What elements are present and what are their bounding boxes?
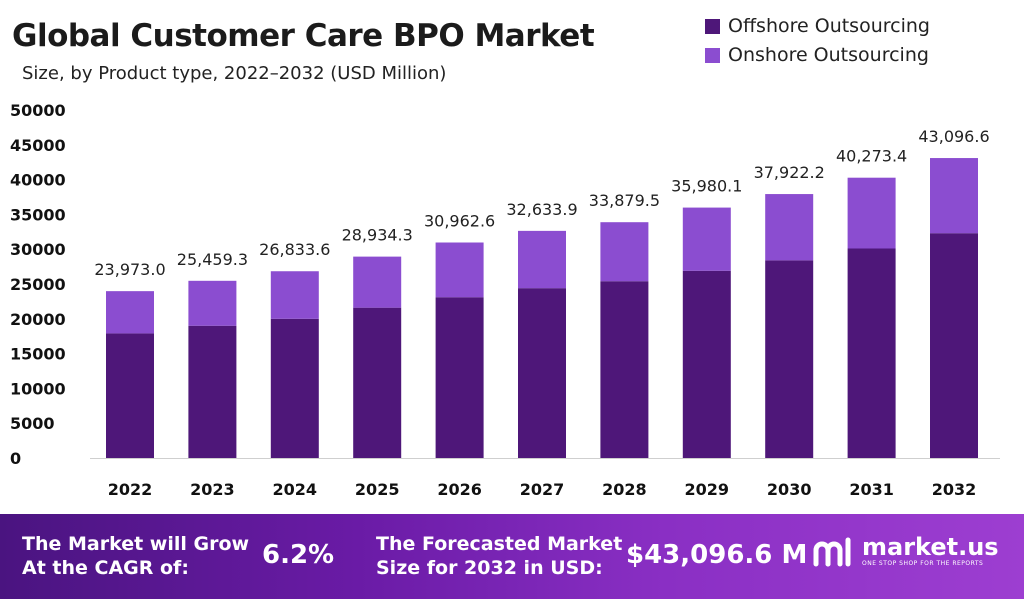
bar-total-label: 35,980.1 [671, 177, 742, 196]
chart-subtitle: Size, by Product type, 2022–2032 (USD Mi… [22, 63, 447, 84]
cagr-value: 6.2% [262, 540, 335, 570]
bar-onshore-2029 [682, 207, 731, 271]
logo-tagline: ONE STOP SHOP FOR THE REPORTS [862, 560, 984, 567]
bar-total-label: 28,934.3 [342, 226, 413, 245]
x-tick-label: 2032 [932, 480, 977, 499]
bar-onshore-2025 [353, 256, 402, 308]
cagr-label: The Market will Grow At the CAGR of: [22, 533, 250, 579]
x-tick-label: 2029 [685, 480, 730, 499]
bar-offshore-2024 [270, 318, 319, 458]
bar-onshore-2024 [270, 271, 319, 319]
chart-title: Global Customer Care BPO Market [12, 18, 595, 54]
logo-name: market.us [862, 533, 999, 561]
bar-onshore-2028 [600, 222, 649, 282]
bar-offshore-2032 [930, 233, 978, 458]
bar-onshore-2026 [435, 242, 484, 298]
bar-offshore-2027 [518, 288, 566, 458]
bar-offshore-2031 [847, 248, 896, 458]
chart-plot-area: 0 5000 10000 15000 20000 25000 30000 35000 40000… [10, 101, 1000, 499]
forecast-label: The Forecasted Market Size for 2032 in U… [376, 533, 623, 579]
bar-offshore-2026 [435, 297, 484, 458]
bar-total-label: 23,973.0 [94, 260, 165, 279]
bar-offshore-2028 [600, 281, 649, 458]
bar-total-label: 32,633.9 [506, 200, 577, 219]
x-tick-label: 2030 [767, 480, 812, 499]
bar-offshore-2022 [106, 333, 154, 458]
bar-offshore-2025 [353, 307, 402, 458]
x-tick-label: 2027 [520, 480, 565, 499]
forecast-value: $43,096.6 M [626, 540, 808, 570]
footer-banner: The Market will Grow At the CAGR of: 6.2… [0, 514, 1024, 599]
bar-total-label: 33,879.5 [589, 191, 660, 210]
x-tick-label: 2028 [602, 480, 647, 499]
bar-offshore-2030 [765, 260, 814, 458]
legend-swatch-onshore [705, 47, 720, 63]
bar-total-label: 30,962.6 [424, 212, 495, 231]
bar-offshore-2029 [682, 270, 731, 458]
legend-label-offshore: Offshore Outsourcing [728, 15, 930, 37]
y-tick-label: 25000 [10, 275, 66, 294]
y-tick-label: 15000 [10, 345, 66, 364]
x-tick-label: 2025 [355, 480, 400, 499]
y-tick-label: 10000 [10, 379, 66, 398]
y-tick-label: 5000 [10, 414, 55, 433]
x-tick-label: 2024 [273, 480, 318, 499]
legend-swatch-offshore [705, 18, 720, 34]
market-us-logo-icon [813, 537, 851, 567]
legend-label-onshore: Onshore Outsourcing [728, 44, 929, 66]
x-tick-label: 2031 [849, 480, 894, 499]
bar-onshore-2023 [188, 280, 237, 326]
legend-item-offshore: Offshore Outsourcing [705, 15, 930, 37]
y-tick-label: 20000 [10, 310, 66, 329]
y-tick-label: 45000 [10, 136, 66, 155]
legend-item-onshore: Onshore Outsourcing [705, 44, 929, 66]
y-tick-label: 35000 [10, 205, 66, 224]
bar-total-label: 37,922.2 [754, 163, 825, 182]
y-tick-label: 0 [10, 449, 21, 468]
bar-onshore-2030 [765, 194, 814, 261]
bar-total-label: 43,096.6 [918, 127, 989, 146]
bar-total-label: 40,273.4 [836, 147, 907, 166]
x-tick-label: 2022 [108, 480, 153, 499]
y-tick-label: 50000 [10, 101, 66, 120]
y-tick-label: 30000 [10, 240, 66, 259]
bar-onshore-2022 [106, 291, 154, 334]
x-tick-label: 2026 [437, 480, 482, 499]
y-tick-label: 40000 [10, 171, 66, 190]
bar-total-label: 26,833.6 [259, 240, 330, 259]
bar-onshore-2031 [847, 177, 896, 249]
brand-logo: market.us ONE STOP SHOP FOR THE REPORTS [812, 534, 999, 568]
bar-onshore-2027 [518, 230, 566, 289]
bar-onshore-2032 [930, 158, 978, 234]
bar-total-label: 25,459.3 [177, 250, 248, 269]
bar-offshore-2023 [188, 325, 237, 458]
x-tick-label: 2023 [190, 480, 235, 499]
